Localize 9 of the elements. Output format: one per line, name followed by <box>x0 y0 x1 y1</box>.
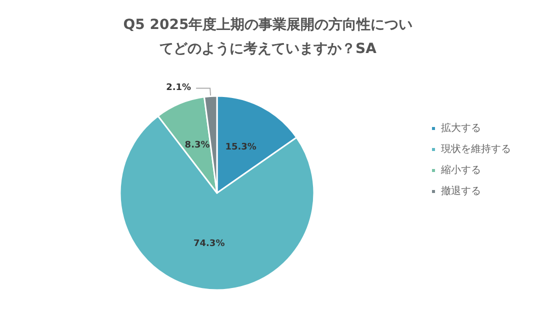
data-label: 8.3% <box>184 140 210 150</box>
legend-label: 撤退する <box>441 185 481 197</box>
legend-label: 現状を維持する <box>441 143 511 155</box>
chart-title: Q5 2025年度上期の事業展開の方向性についてどのように考えていますか？SA <box>123 16 413 57</box>
data-label: 74.3% <box>193 238 225 249</box>
data-label: 15.3% <box>225 142 256 152</box>
legend-label: 拡大する <box>441 122 481 134</box>
data-label: 2.1% <box>166 83 192 94</box>
legend-label: 縮小する <box>440 164 481 176</box>
